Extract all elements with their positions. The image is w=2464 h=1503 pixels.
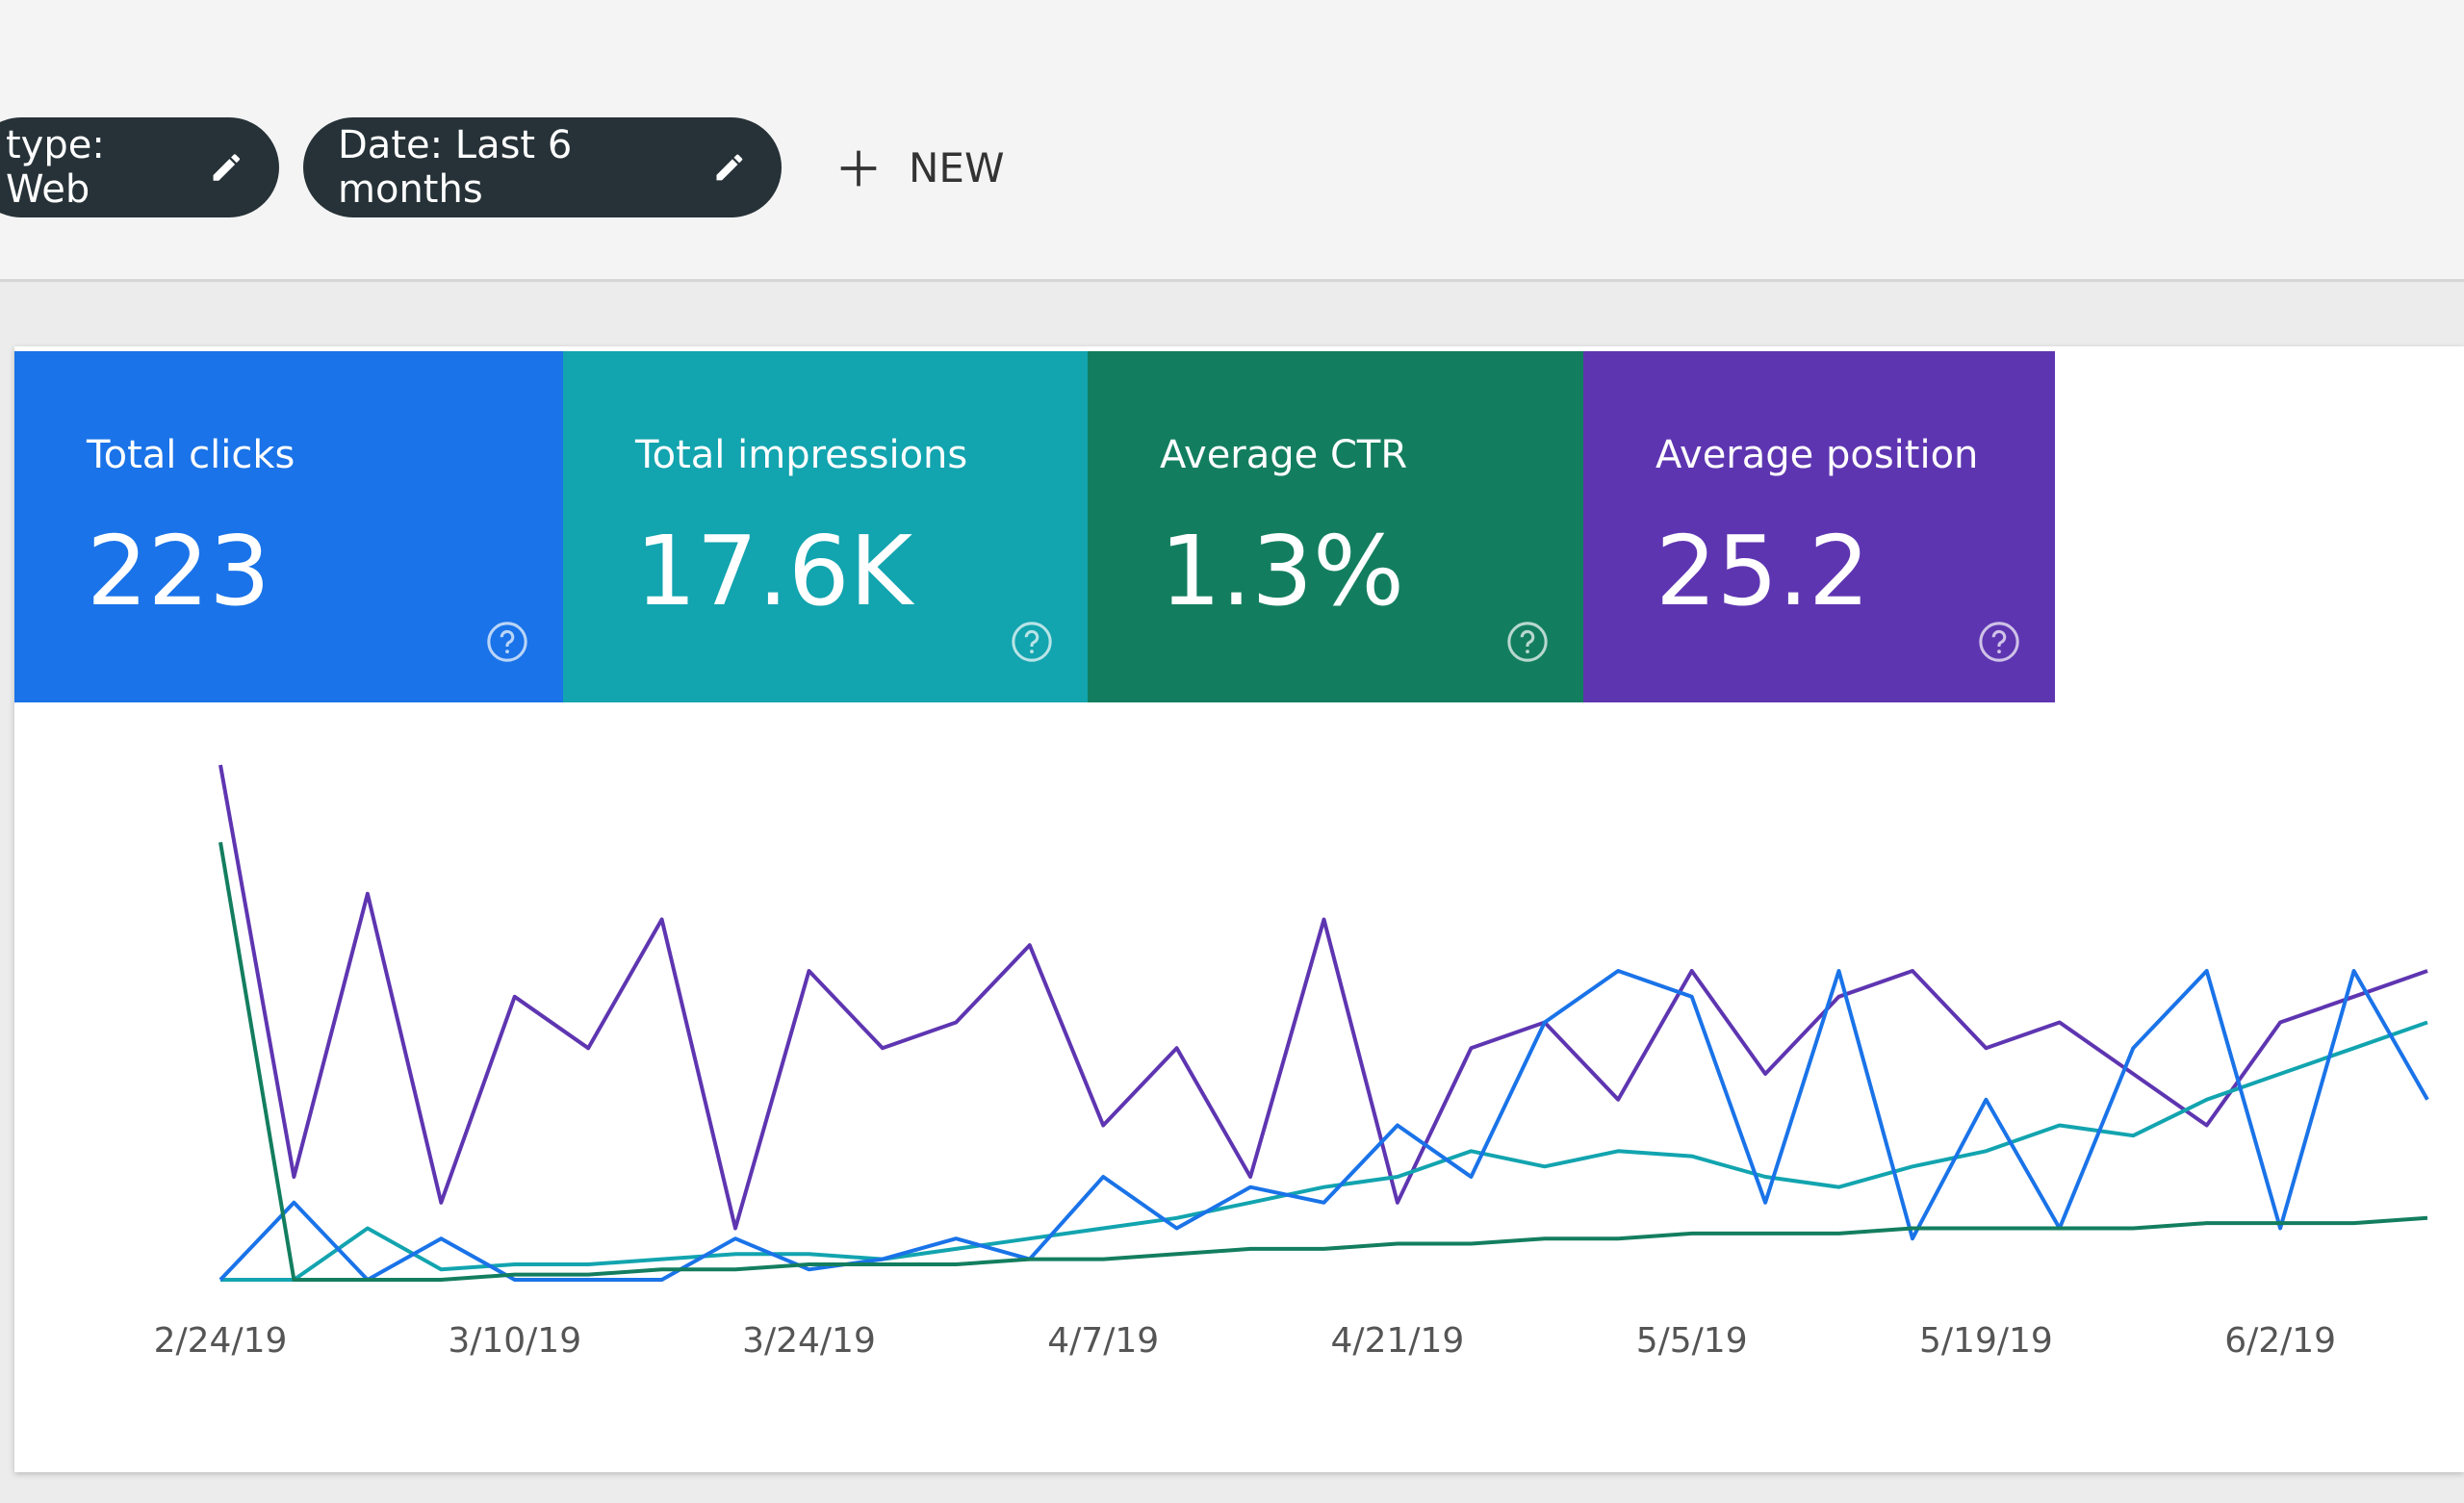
filter-chip[interactable]: type: Web	[0, 117, 279, 217]
series-line	[218, 969, 2429, 1282]
metric-card[interactable]: Average position 25.2	[1583, 351, 2055, 702]
metric-card[interactable]: Average CTR 1.3%	[1088, 351, 1583, 702]
chip-label: Date: Last 6 months	[338, 123, 573, 212]
x-tick-label: 5/19/19	[1919, 1321, 2053, 1361]
help-icon[interactable]	[1010, 620, 1054, 664]
metric-label: Average position	[1656, 433, 1979, 477]
help-icon[interactable]	[1977, 620, 2021, 664]
metric-card[interactable]: Total clicks 223	[14, 351, 563, 702]
edit-icon	[716, 154, 743, 181]
edit-icon	[213, 154, 241, 181]
x-tick-label: 6/2/19	[2224, 1321, 2336, 1361]
chip-label: type: Web	[6, 123, 105, 212]
filter-chip[interactable]: Date: Last 6 months	[303, 117, 782, 217]
chart: 2/24/19 3/10/19 3/24/19 4/7/19 4/21/19 5/5/19…	[154, 764, 2429, 1361]
x-tick-label: 2/24/19	[154, 1321, 288, 1361]
series-line	[220, 1020, 2428, 1282]
metric-cards: Total clicks 223 Total impressions 17.6K Ave…	[14, 351, 2055, 702]
metric-label: Total impressions	[635, 433, 968, 477]
x-tick-label: 5/5/19	[1636, 1321, 1748, 1361]
metric-label: Total clicks	[87, 433, 295, 477]
new-label: NEW	[909, 144, 1005, 191]
metric-value: 17.6K	[635, 515, 913, 627]
toolbar: type: Web Date: Last 6 months NEW	[0, 0, 2464, 282]
metric-label: Average CTR	[1160, 433, 1408, 477]
help-icon[interactable]	[485, 620, 529, 664]
plus-icon	[840, 150, 877, 186]
metric-value: 223	[87, 515, 270, 627]
help-icon[interactable]	[1505, 620, 1550, 664]
series-line	[218, 841, 2428, 1282]
performance-panel: Total clicks 223 Total impressions 17.6K Ave…	[14, 346, 2464, 1472]
series-line	[218, 764, 2428, 1231]
x-tick-label: 3/10/19	[448, 1321, 581, 1361]
metric-card[interactable]: Total impressions 17.6K	[563, 351, 1088, 702]
metric-value: 1.3%	[1160, 515, 1405, 627]
new-button[interactable]: NEW	[837, 144, 1004, 191]
x-tick-label: 4/21/19	[1331, 1321, 1465, 1361]
x-tick-label: 4/7/19	[1047, 1321, 1159, 1361]
x-tick-label: 3/24/19	[742, 1321, 876, 1361]
metric-value: 25.2	[1656, 515, 1870, 627]
